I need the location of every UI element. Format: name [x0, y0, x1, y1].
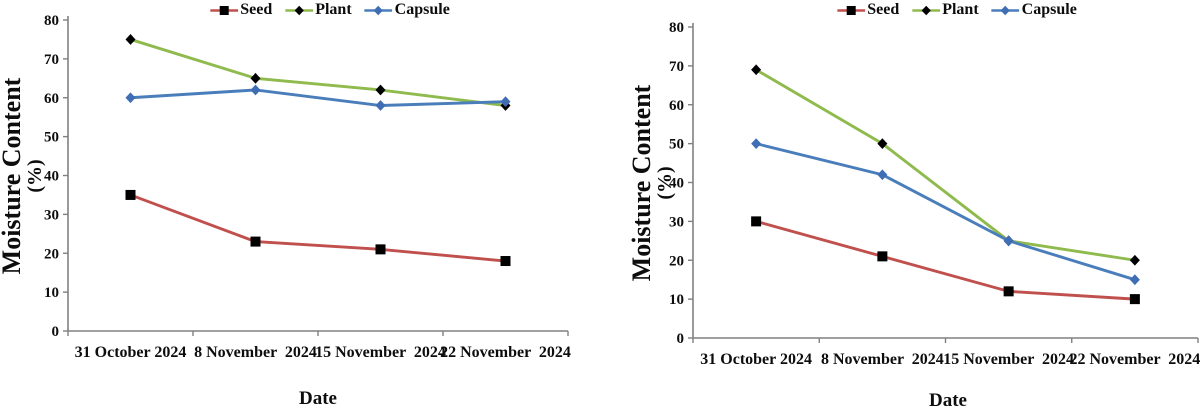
- legend-label-capsule: Capsule: [394, 1, 450, 18]
- data-point-capsule: [877, 169, 888, 181]
- x-category-label: 15 November 2024: [315, 344, 446, 361]
- legend-marker-seed-icon: [837, 5, 866, 15]
- x-category-label: 22 November 2024: [1069, 351, 1200, 368]
- y-tick-label: 40: [44, 169, 59, 185]
- x-category-label: 8 November 2024: [821, 351, 944, 368]
- legend-item-plant: Plant: [285, 1, 352, 19]
- data-point-seed: [1129, 294, 1140, 305]
- legend-item-capsule: Capsule: [364, 1, 450, 19]
- data-point-seed: [375, 244, 386, 255]
- right-chart-legend: Seed Plant Capsule: [837, 1, 1077, 19]
- legend-marker-seed-icon: [210, 5, 239, 15]
- data-point-capsule: [500, 96, 511, 108]
- data-point-plant: [1129, 254, 1140, 266]
- y-tick-label: 60: [44, 91, 59, 107]
- right-x-axis-title: Date: [929, 390, 967, 411]
- x-category-label: 31 October 2024: [700, 351, 812, 368]
- left-x-axis-title: Date: [299, 388, 337, 409]
- data-point-capsule: [250, 84, 261, 96]
- data-point-seed: [751, 216, 762, 227]
- legend-item-plant: Plant: [912, 1, 979, 19]
- y-tick-label: 30: [44, 207, 59, 223]
- data-point-seed: [500, 256, 511, 267]
- series-line-seed: [129, 193, 507, 263]
- legend-marker-capsule-icon: [364, 5, 393, 15]
- y-tick-label: 40: [669, 176, 684, 192]
- x-category-label: 31 October 2024: [75, 344, 187, 361]
- left-chart-legend: Seed Plant Capsule: [210, 1, 450, 19]
- legend-marker-plant-icon: [285, 5, 314, 15]
- series-line-plant: [129, 37, 507, 107]
- left-y-axis-title: Moisture Content (%): [0, 78, 46, 275]
- right-y-axis-title: Moisture Content (%): [627, 84, 676, 282]
- y-tick-label: 50: [669, 137, 684, 153]
- data-point-seed: [877, 251, 888, 262]
- data-point-plant: [250, 72, 261, 84]
- y-tick-label: 10: [669, 292, 684, 308]
- y-tick-label: 60: [669, 98, 684, 114]
- y-tick-label: 10: [44, 285, 59, 301]
- y-tick-label: 80: [44, 13, 59, 29]
- data-point-seed: [250, 236, 261, 247]
- legend-marker-capsule-icon: [991, 5, 1020, 15]
- legend-label-capsule: Capsule: [1021, 1, 1077, 18]
- legend-item-capsule: Capsule: [991, 1, 1077, 19]
- data-point-capsule: [751, 138, 762, 150]
- y-axis-title-line1: Moisture Content: [627, 84, 656, 282]
- x-category-label: 15 November 2024: [943, 351, 1074, 368]
- legend-label-seed: Seed: [867, 1, 900, 18]
- legend-item-seed: Seed: [210, 1, 272, 19]
- legend-label-plant: Plant: [315, 1, 352, 18]
- data-point-capsule: [1129, 274, 1140, 286]
- y-axis-title-line1: Moisture Content: [0, 77, 26, 275]
- data-point-plant: [877, 138, 888, 150]
- legend-marker-plant-icon: [912, 5, 941, 15]
- series-line-capsule: [754, 142, 1137, 282]
- right-chart-plot: 0 10 20 30 40 50 60 70 80 31 October 2024 8 Novemb…: [669, 20, 1200, 368]
- y-axis-title-line2: (%): [654, 166, 676, 200]
- left-chart-plot: 0 10 20 30 40 50 60 70 80 31 October 2024 8 Novemb…: [44, 13, 571, 361]
- y-tick-label: 20: [44, 246, 59, 262]
- data-point-capsule: [1003, 235, 1014, 247]
- legend-item-seed: Seed: [837, 1, 899, 19]
- y-axis-title-line2: (%): [24, 159, 46, 193]
- data-point-plant: [751, 64, 762, 76]
- data-point-seed: [1003, 286, 1014, 297]
- data-point-capsule: [375, 100, 386, 111]
- y-tick-label: 30: [669, 214, 684, 230]
- x-category-label: 8 November 2024: [194, 344, 317, 361]
- data-point-seed: [125, 189, 136, 200]
- legend-label-plant: Plant: [942, 1, 979, 18]
- x-category-label: 22 November 2024: [440, 344, 571, 361]
- y-tick-label: 70: [669, 59, 684, 75]
- legend-label-seed: Seed: [240, 1, 273, 18]
- y-tick-label: 70: [44, 52, 59, 68]
- data-point-capsule: [125, 92, 136, 104]
- series-line-capsule: [129, 88, 507, 107]
- y-tick-label: 50: [44, 130, 59, 146]
- y-tick-label: 20: [669, 253, 684, 269]
- series-line-seed: [754, 219, 1137, 301]
- y-tick-label: 80: [669, 20, 684, 36]
- data-point-plant: [125, 34, 136, 45]
- series-line-plant: [754, 68, 1137, 262]
- y-tick-label: 0: [52, 324, 60, 340]
- y-tick-label: 0: [677, 331, 685, 347]
- data-point-plant: [375, 84, 386, 96]
